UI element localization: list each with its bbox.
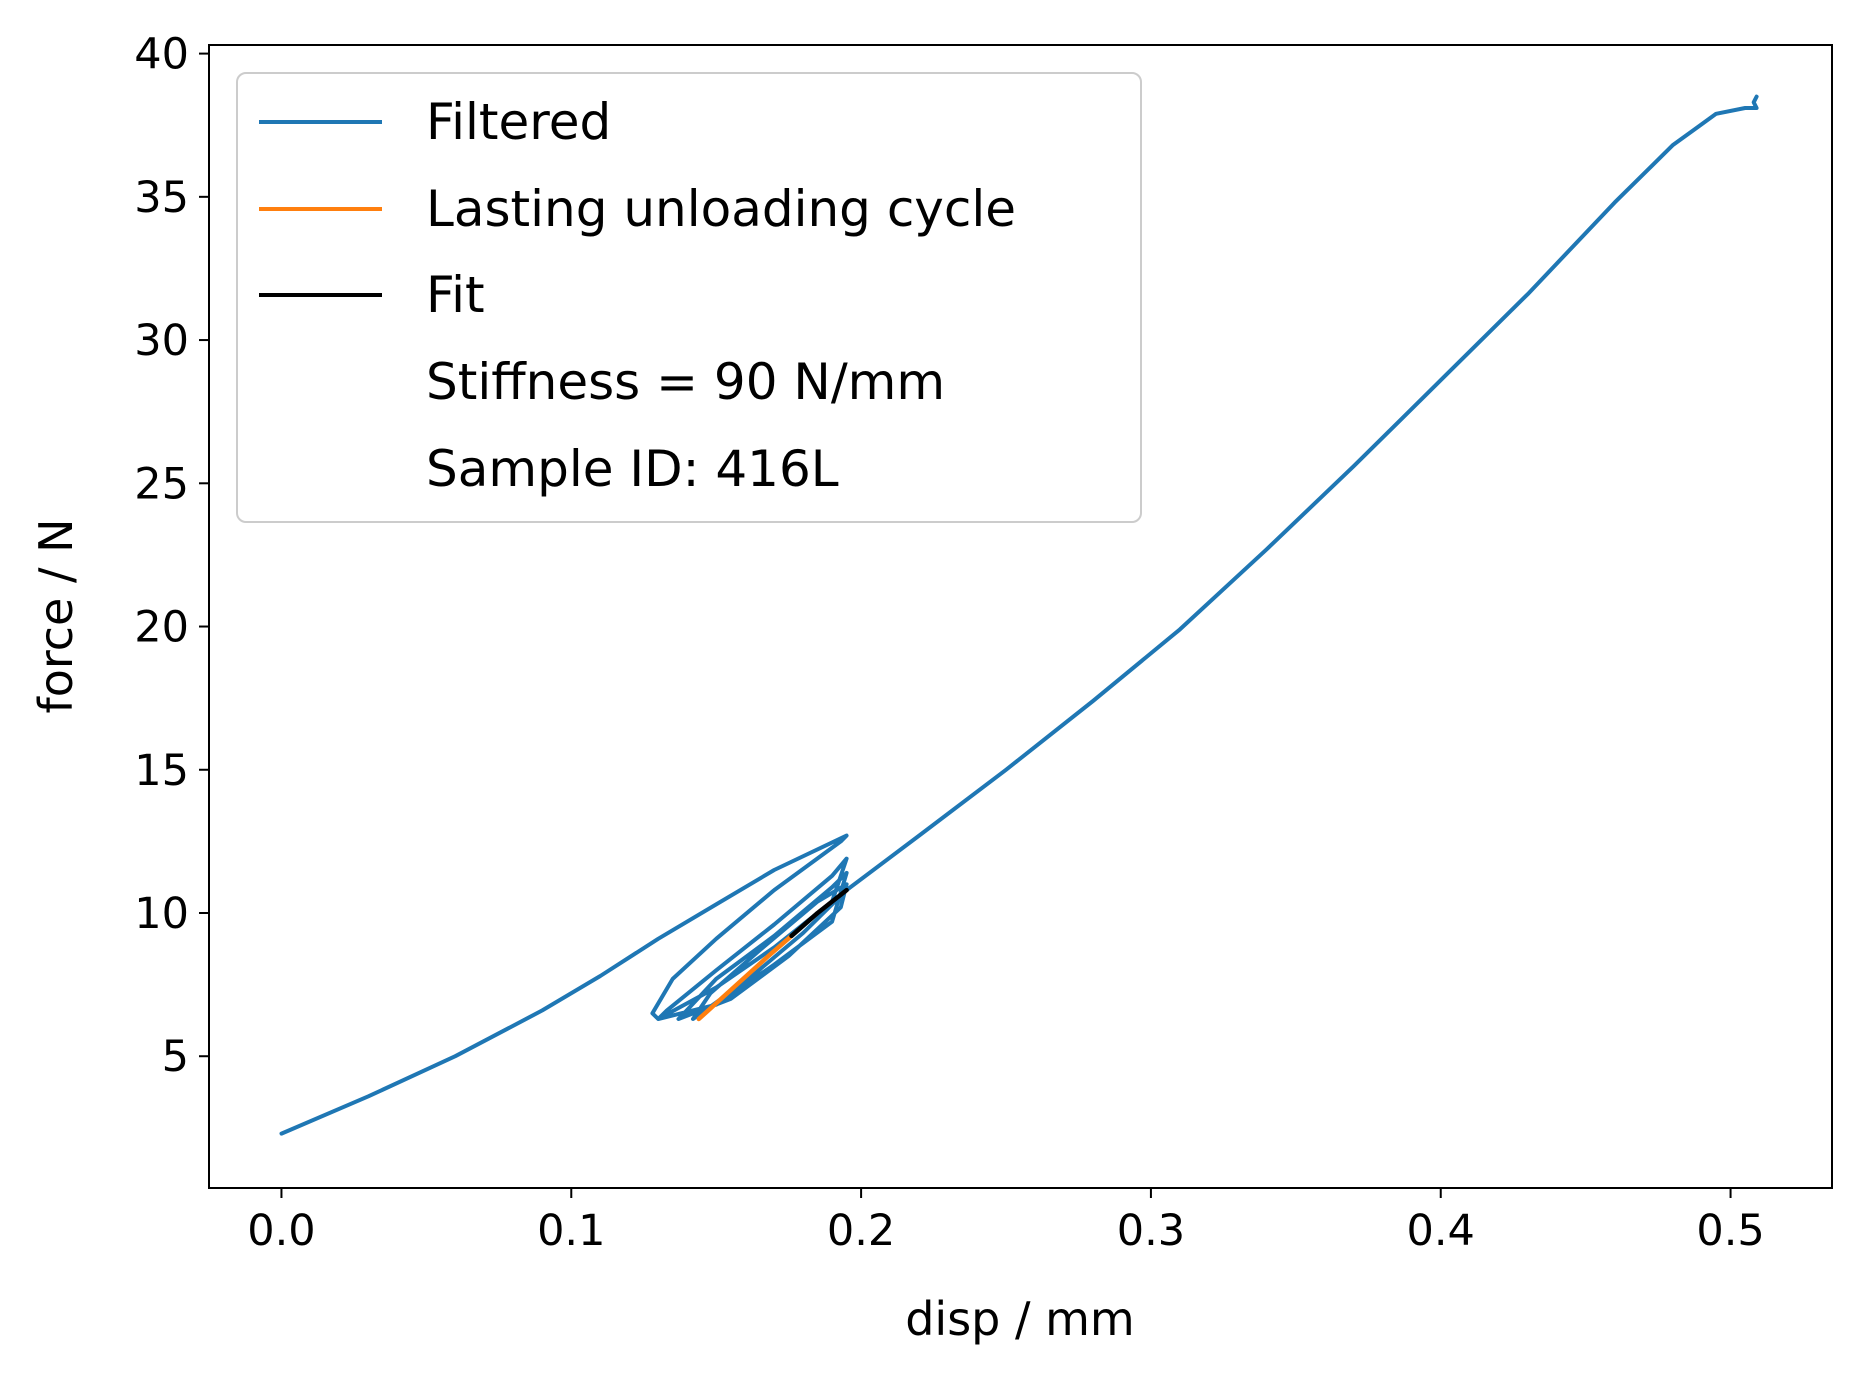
series-line-fit: [789, 887, 849, 939]
legend-label-stiffness: Stiffness = 90 N/mm: [426, 353, 945, 411]
x-tick-label: 0.1: [537, 1206, 605, 1256]
ticks-layer: 0.0 0.1 0.2 0.3 0.4 0.5 5 10 15 20 25 30 35 40: [134, 30, 1764, 1256]
legend-label-sample-id: Sample ID: 416L: [426, 440, 839, 498]
y-tick-label: 5: [162, 1032, 189, 1082]
plot-frame: [208, 44, 1833, 1189]
series-layer: [279, 94, 1759, 1136]
y-tick-label: 20: [134, 603, 189, 653]
legend-box: [236, 72, 1142, 523]
series-line-filtered: [279, 94, 1759, 1136]
y-tick-label: 15: [134, 746, 189, 796]
legend-label-filtered: Filtered: [426, 93, 611, 151]
legend-label-fit: Fit: [426, 266, 485, 324]
y-tick-label: 40: [134, 30, 189, 80]
y-tick-label: 25: [134, 459, 189, 509]
legend: Filtered Lasting unloading cycle Fit Sti…: [236, 72, 1142, 523]
x-tick-label: 0.4: [1407, 1206, 1475, 1256]
y-tick-label: 10: [134, 889, 189, 939]
legend-label-unloading: Lasting unloading cycle: [426, 180, 1016, 238]
series-line-lasting-unloading-cycle: [696, 933, 794, 1022]
x-tick-label: 0.2: [827, 1206, 895, 1256]
y-tick-label: 35: [134, 173, 189, 223]
y-axis-label: force / N: [29, 519, 83, 714]
x-axis-label: disp / mm: [905, 1292, 1135, 1346]
x-tick-label: 0.5: [1696, 1206, 1764, 1256]
y-tick-label: 30: [134, 316, 189, 366]
x-tick-label: 0.3: [1117, 1206, 1185, 1256]
x-tick-label: 0.0: [247, 1206, 315, 1256]
